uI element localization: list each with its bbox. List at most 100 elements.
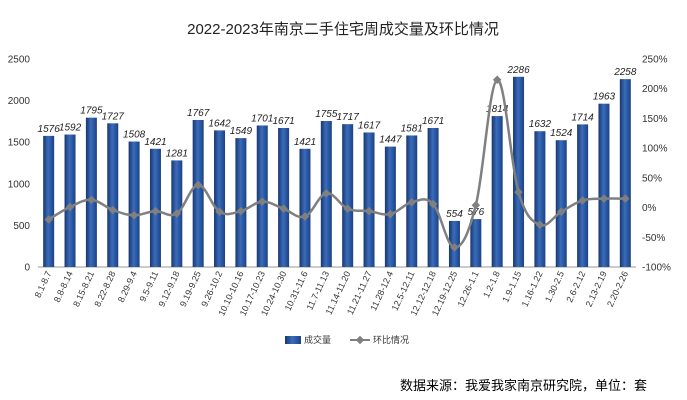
bar xyxy=(577,124,589,267)
bar xyxy=(619,79,631,267)
line-point xyxy=(322,189,331,198)
line-point xyxy=(364,206,374,216)
x-axis-ticks: 8.1-8.78.8-8.148.15-8.218.22-8.288.29-9.… xyxy=(33,270,631,318)
x-axis-tick-label: 9.5-9.11 xyxy=(138,270,161,304)
line-point xyxy=(471,200,481,210)
bar-data-label: 1549 xyxy=(230,126,253,137)
right-axis-tick-label: 0% xyxy=(642,203,657,214)
bar xyxy=(192,119,204,268)
bar-data-label: 2258 xyxy=(613,67,637,78)
left-axis-tick-label: 0 xyxy=(24,263,30,274)
right-axis-tick-label: 250% xyxy=(642,55,668,66)
bar-data-label: 2286 xyxy=(506,65,530,76)
legend-label-bar: 成交量 xyxy=(304,334,331,345)
bar-data-label: 1642 xyxy=(208,118,231,129)
line-point xyxy=(172,209,182,218)
x-axis-tick-label: 12.26-1.1 xyxy=(455,270,480,309)
bar-data-label: 1814 xyxy=(486,104,509,115)
bar xyxy=(235,138,247,267)
line-point xyxy=(258,197,267,206)
right-axis-tick-label: -100% xyxy=(642,263,671,274)
bar-data-label: 1592 xyxy=(59,123,82,134)
legend-swatch-marker xyxy=(355,335,365,345)
bar-data-label: 1281 xyxy=(166,148,188,159)
bar-data-label: 576 xyxy=(467,207,484,218)
bar-data-label: 1701 xyxy=(251,113,273,124)
bar xyxy=(427,127,439,267)
bar xyxy=(64,134,76,267)
legend-label-line: 环比情况 xyxy=(373,334,409,345)
left-axis-tick-label: 2500 xyxy=(8,55,31,66)
bar-data-label: 554 xyxy=(446,209,463,220)
line-point xyxy=(300,212,310,221)
x-axis-tick-label: 1.2-1.8 xyxy=(481,270,502,300)
x-axis-tick-label: 8.29-9.4 xyxy=(116,270,139,304)
bar-data-label: 1524 xyxy=(550,128,573,139)
bar-data-label: 1767 xyxy=(187,108,210,119)
bar xyxy=(384,146,396,267)
bar-data-label: 1795 xyxy=(80,106,103,117)
left-axis: 0 500 1000 1500 2000 2500 xyxy=(8,55,31,274)
bar xyxy=(513,76,525,267)
bar-data-label: 1421 xyxy=(294,137,316,148)
bar-data-label: 1576 xyxy=(38,124,61,135)
bar xyxy=(534,131,546,267)
left-axis-tick-label: 1500 xyxy=(8,138,31,149)
line-point xyxy=(492,75,502,85)
bar xyxy=(85,117,97,267)
line-point xyxy=(450,243,459,252)
line-point xyxy=(279,204,288,214)
right-axis-tick-label: 100% xyxy=(642,144,668,155)
bar xyxy=(214,130,226,267)
left-axis-tick-label: 2000 xyxy=(8,96,31,107)
bar-data-label: 1714 xyxy=(571,112,594,123)
legend: 成交量 环比情况 xyxy=(285,334,409,345)
legend-swatch-bar xyxy=(285,336,301,344)
line-series xyxy=(44,75,630,252)
bar-series xyxy=(43,76,631,268)
x-axis-tick-label: 8.22-8.28 xyxy=(92,270,117,309)
line-point xyxy=(65,202,75,212)
bar-data-label: 1632 xyxy=(529,119,552,130)
right-axis-tick-label: 50% xyxy=(642,173,662,184)
source-note: 数据来源：我爱我家南京研究院，单位：套 xyxy=(400,378,647,394)
x-axis-tick-label: 1.9-1.15 xyxy=(500,270,523,304)
line-point xyxy=(407,197,416,207)
bar xyxy=(256,125,268,267)
line-point xyxy=(87,195,96,205)
bar-data-label: 1727 xyxy=(102,111,125,122)
x-axis-tick-label: 2.6-2.12 xyxy=(564,270,587,304)
line-point xyxy=(386,209,395,219)
bar-data-label: 1447 xyxy=(379,135,402,146)
x-axis-tick-label: 1.30-2.5 xyxy=(543,270,566,304)
bar-data-label: 1581 xyxy=(401,123,423,134)
right-axis-tick-label: 150% xyxy=(642,114,668,125)
line-point xyxy=(129,211,139,220)
line-point xyxy=(193,180,203,190)
left-axis-tick-label: 500 xyxy=(13,221,30,232)
bar-data-label: 1755 xyxy=(315,109,338,120)
bar xyxy=(555,140,567,267)
bar-data-label: 1617 xyxy=(358,120,381,131)
x-axis-tick-label: 8.8-8.14 xyxy=(52,270,75,304)
x-axis-tick-label: 2.20-2.26 xyxy=(605,270,630,309)
bar xyxy=(299,148,311,267)
line-point xyxy=(343,204,352,214)
bar xyxy=(107,123,119,267)
bar-data-labels: 1576 159217951727150814211281176716421549… xyxy=(38,65,637,220)
line-point xyxy=(108,205,117,215)
bar xyxy=(278,127,290,267)
x-axis-tick-label: 8.1-8.7 xyxy=(33,270,54,300)
line-point xyxy=(236,206,246,216)
bar xyxy=(598,103,610,267)
line-point xyxy=(428,199,438,209)
bar-data-label: 1963 xyxy=(593,92,616,103)
bar-data-label: 1421 xyxy=(144,137,166,148)
bar-data-label: 1671 xyxy=(272,116,294,127)
bar-data-label: 1717 xyxy=(337,112,360,123)
left-axis-tick-label: 1000 xyxy=(8,179,31,190)
line-point xyxy=(215,207,224,216)
chart-title: 2022-2023年南京二手住宅周成交量及环比情况 xyxy=(187,20,499,38)
bar xyxy=(128,141,140,267)
